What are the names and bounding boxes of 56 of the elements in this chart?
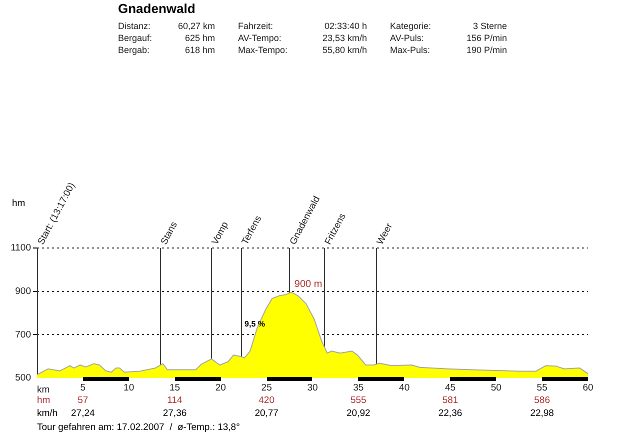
y-tick-label: 1100 [10,242,31,254]
text: 20,92 [346,408,370,419]
text: 420 [258,395,275,406]
x-tick-label: 45 [444,382,456,394]
text: Fahrzeit: [237,21,274,31]
y-tick-label: 500 [15,372,31,384]
text: Bergab: [118,45,151,55]
x-tick-label: 30 [307,382,318,394]
x-tick-label: 50 [490,382,502,394]
text: 3 Sterne [472,21,507,31]
y-tick-label: 900 [15,286,31,297]
text: Bergauf: [118,33,154,43]
text: 57 [78,395,88,406]
text: AV-Tempo: [237,33,282,43]
text: 555 [350,395,366,406]
text: 23,53 km/h [321,33,367,43]
text: Max-Tempo: [237,45,289,55]
text: 156 P/min [465,33,507,43]
text: km/h [37,408,58,419]
text: 114 [167,395,182,406]
text: 55,80 km/h [321,45,367,55]
annotation: 9,5 % [244,320,266,329]
annotation: 900 m [294,279,322,290]
x-tick-label: 55 [536,382,548,394]
x-axis-title: km [37,384,50,396]
x-tick-label: 10 [124,382,134,394]
text: Max-Puls: [389,45,432,55]
x-tick-label: 25 [261,382,272,394]
y-tick-label: 700 [15,329,31,340]
text: 27,24 [71,408,95,419]
ref-line-label: Stans [158,220,180,247]
text: AV-Puls: [389,33,425,43]
x-tick-label: 40 [399,382,410,394]
x-tick-label: 20 [215,382,226,394]
x-tick-label: 60 [582,382,594,394]
x-tick-label: 15 [169,382,180,394]
text: Kategorie: [389,21,432,31]
text: 02:33:40 h [323,21,367,31]
text: 27,36 [162,408,187,419]
ref-line-label: Weer [374,222,396,247]
text: hm [37,395,50,406]
text: 625 hm [184,33,215,43]
text: 586 [534,395,550,406]
text: Distanz: [118,21,152,31]
text: 618 hm [184,45,215,55]
y-axis-title: hm [12,198,26,209]
text: 20,77 [254,408,278,419]
text: 581 [442,395,458,406]
x-tick-label: 35 [353,382,364,394]
x-tick-label: 5 [80,382,86,394]
text: 190 P/min [465,45,507,55]
text: 22,98 [530,408,554,419]
text: 60,27 km [176,21,215,31]
text: Tour gefahren am: 17.02.2007 / ø-Temp.: 13,8° [37,422,240,433]
chart-title: Gnadenwald [118,1,196,16]
text: 22,36 [438,408,462,419]
